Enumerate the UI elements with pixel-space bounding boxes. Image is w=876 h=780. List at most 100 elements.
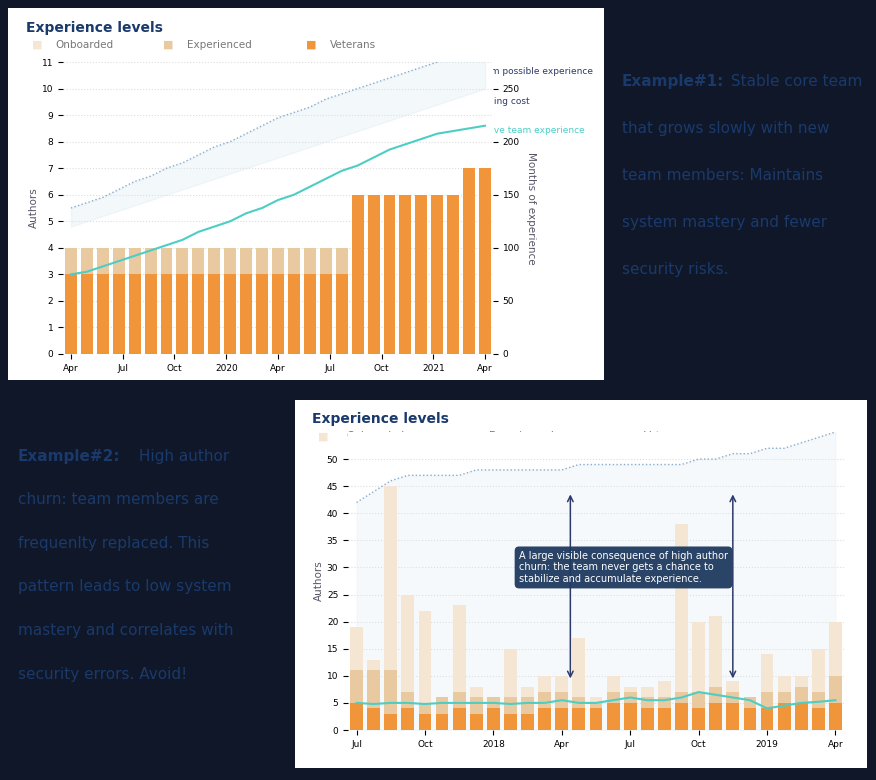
Text: A large visible consequence of high author
churn: the team never gets a chance t: A large visible consequence of high auth… xyxy=(519,551,728,584)
Bar xyxy=(208,248,220,275)
Bar xyxy=(367,660,380,670)
Bar xyxy=(160,248,173,275)
Bar xyxy=(795,686,808,703)
Bar xyxy=(726,692,739,703)
Bar xyxy=(710,703,722,730)
Bar xyxy=(419,611,431,703)
Bar xyxy=(401,594,414,692)
Text: Veterans: Veterans xyxy=(330,40,376,50)
Bar xyxy=(675,692,688,703)
Bar xyxy=(641,686,653,697)
Text: team members: Maintains: team members: Maintains xyxy=(622,168,823,183)
Bar xyxy=(272,248,284,275)
Bar xyxy=(726,703,739,730)
Bar xyxy=(607,692,619,703)
Bar xyxy=(384,195,395,354)
Text: Veterans: Veterans xyxy=(644,431,690,441)
Bar xyxy=(336,275,348,354)
Bar xyxy=(113,248,124,275)
Bar xyxy=(521,697,534,714)
Bar xyxy=(367,708,380,730)
Bar xyxy=(573,708,585,730)
Text: that grows slowly with new: that grows slowly with new xyxy=(622,121,830,136)
Bar xyxy=(288,248,300,275)
Bar xyxy=(487,708,500,730)
Bar xyxy=(385,670,397,714)
Bar xyxy=(573,697,585,708)
Bar xyxy=(710,616,722,686)
Bar xyxy=(385,714,397,730)
Bar xyxy=(778,675,790,692)
Bar xyxy=(726,681,739,692)
Bar xyxy=(240,275,252,354)
Bar xyxy=(555,708,569,730)
Y-axis label: Authors: Authors xyxy=(314,561,324,601)
Text: ■: ■ xyxy=(163,40,173,50)
Bar xyxy=(470,686,483,697)
Bar xyxy=(113,275,124,354)
Bar xyxy=(160,275,173,354)
Text: Experience levels: Experience levels xyxy=(26,21,163,35)
Bar xyxy=(304,275,316,354)
Bar xyxy=(624,692,637,703)
Text: churn: team members are: churn: team members are xyxy=(18,492,219,508)
Bar xyxy=(521,714,534,730)
Bar xyxy=(448,195,459,354)
Y-axis label: Authors: Authors xyxy=(29,188,39,229)
Bar xyxy=(829,703,842,730)
Bar xyxy=(401,708,414,730)
Bar xyxy=(829,675,842,703)
Bar xyxy=(81,248,93,275)
Bar xyxy=(176,275,188,354)
Text: system mastery and fewer: system mastery and fewer xyxy=(622,215,827,229)
Bar xyxy=(463,168,475,354)
Bar xyxy=(795,703,808,730)
Bar xyxy=(193,275,204,354)
Text: security risks.: security risks. xyxy=(622,261,729,277)
Bar xyxy=(401,692,414,708)
Bar xyxy=(419,703,431,714)
Bar xyxy=(658,697,671,708)
Bar xyxy=(760,692,774,708)
Text: mastery and correlates with: mastery and correlates with xyxy=(18,623,234,638)
Text: frequenIty replaced. This: frequenIty replaced. This xyxy=(18,536,209,551)
Bar xyxy=(224,275,237,354)
Bar xyxy=(385,486,397,670)
Bar xyxy=(435,697,449,714)
Bar xyxy=(692,622,705,692)
Bar xyxy=(479,168,491,354)
Bar xyxy=(675,524,688,692)
Text: Onboarded: Onboarded xyxy=(56,40,114,50)
Text: Maximum possible experience: Maximum possible experience xyxy=(455,67,593,76)
Bar xyxy=(504,649,517,697)
Bar xyxy=(778,703,790,730)
Text: pattern leads to low system: pattern leads to low system xyxy=(18,580,231,594)
Bar xyxy=(829,622,842,675)
Bar xyxy=(288,275,300,354)
Bar xyxy=(607,675,619,692)
Bar xyxy=(145,275,157,354)
Bar xyxy=(431,195,443,354)
Bar xyxy=(97,248,109,275)
Bar xyxy=(320,275,332,354)
Bar xyxy=(193,248,204,275)
Bar xyxy=(65,275,77,354)
Bar xyxy=(573,638,585,697)
Bar xyxy=(590,708,603,730)
Bar xyxy=(350,670,363,703)
Bar xyxy=(641,697,653,708)
Bar xyxy=(658,681,671,697)
Bar xyxy=(760,708,774,730)
Bar xyxy=(304,248,316,275)
Bar xyxy=(453,708,465,730)
Bar xyxy=(336,248,348,275)
Text: security errors. Avoid!: security errors. Avoid! xyxy=(18,666,187,682)
Bar xyxy=(256,275,268,354)
Bar xyxy=(145,248,157,275)
Bar xyxy=(744,708,756,730)
Bar xyxy=(744,697,756,708)
Bar xyxy=(415,195,427,354)
Text: High author: High author xyxy=(133,449,229,464)
Bar xyxy=(320,248,332,275)
Bar xyxy=(692,708,705,730)
